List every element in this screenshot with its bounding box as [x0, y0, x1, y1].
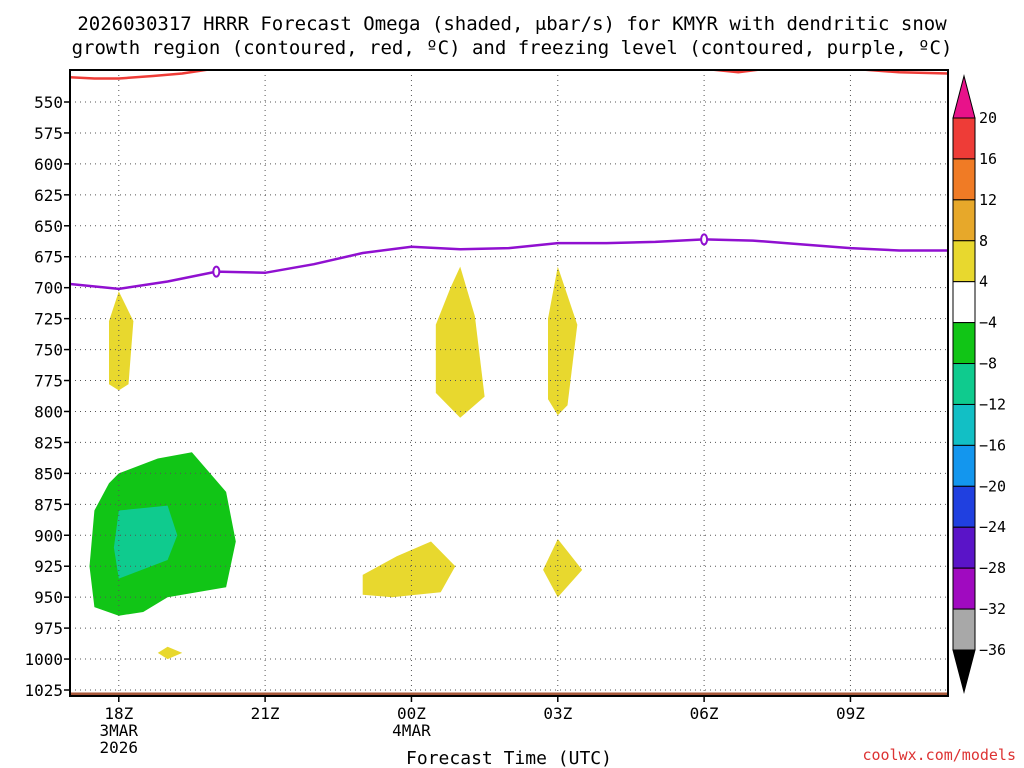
colorbar-label-11: −28 — [979, 559, 1006, 577]
colorbar-label-0: 20 — [979, 109, 997, 127]
colorbar-box-9 — [952, 485, 976, 528]
ytick-label-600: 600 — [34, 155, 63, 174]
colorbar-label-7: −12 — [979, 395, 1006, 413]
ytick-label-975: 975 — [34, 619, 63, 638]
ytick-label-875: 875 — [34, 495, 63, 514]
colorbar-box-10 — [952, 526, 976, 569]
ytick-label-775: 775 — [34, 372, 63, 391]
colorbar-box-8 — [952, 444, 976, 487]
ytick-label-625: 625 — [34, 186, 63, 205]
contours — [70, 66, 948, 291]
x-axis-label: Forecast Time (UTC) — [406, 748, 612, 768]
ytick-label-1025: 1025 — [24, 681, 63, 700]
grid — [70, 70, 948, 696]
shade-teal-core — [113, 505, 178, 579]
colorbar-box-6 — [952, 363, 976, 405]
omega-shading — [70, 266, 948, 696]
colorbar-top-triangle — [952, 74, 976, 119]
chart-title-line-2: growth region (contoured, red, ºC) and f… — [72, 37, 953, 59]
ytick-label-550: 550 — [34, 93, 63, 112]
colorbar-label-4: 4 — [979, 273, 988, 291]
colorbar-label-6: −8 — [979, 355, 997, 373]
colorbar-box-2 — [952, 199, 976, 242]
credit-label: coolwx.com/models — [862, 746, 1016, 764]
colorbar-label-3: 8 — [979, 232, 988, 250]
xtick-label-09Z: 09Z — [836, 704, 865, 723]
freezing-label-1 — [700, 233, 709, 246]
ytick-label-1000: 1000 — [24, 650, 63, 669]
shade-yellow-b — [435, 266, 485, 418]
ytick-label-700: 700 — [34, 279, 63, 298]
contour-freezing-right-tail — [704, 66, 709, 69]
xtick-sub2-18Z: 2026 — [100, 738, 139, 757]
ytick-label-575: 575 — [34, 124, 63, 143]
ytick-label-950: 950 — [34, 588, 63, 607]
colorbar-box-3 — [952, 240, 976, 283]
xtick-label-18Z: 18Z — [104, 704, 133, 723]
colorbar-label-9: −20 — [979, 477, 1006, 495]
contour-freezing-level — [70, 238, 948, 291]
ytick-label-850: 850 — [34, 464, 63, 483]
colorbar-label-12: −32 — [979, 600, 1006, 618]
terrain-fill — [70, 692, 948, 696]
colorbar-box-0 — [952, 117, 976, 160]
shade-yellow-c — [548, 266, 578, 416]
shade-yellow-f — [157, 646, 183, 660]
ytick-label-800: 800 — [34, 402, 63, 421]
xtick-label-03Z: 03Z — [543, 704, 572, 723]
ytick-label-900: 900 — [34, 526, 63, 545]
freezing-label-0 — [212, 265, 221, 278]
colorbar-box-5 — [952, 322, 976, 365]
colorbar-label-13: −36 — [979, 641, 1006, 659]
colorbar-box-7 — [952, 403, 976, 446]
ytick-label-750: 750 — [34, 341, 63, 360]
colorbar-label-8: −16 — [979, 436, 1006, 454]
ytick-label-925: 925 — [34, 557, 63, 576]
colorbar-box-1 — [952, 158, 976, 201]
contour-dendritic-left — [70, 70, 214, 80]
colorbar-bottom-triangle — [952, 649, 976, 694]
colorbar-box-4 — [952, 281, 976, 324]
ytick-label-675: 675 — [34, 248, 63, 267]
xtick-sub1-18Z: 3MAR — [100, 721, 139, 740]
colorbar: 20 16 12 8 4 −4 −8 −12 −16 −20 −24 −28 −32 −36 — [952, 74, 1006, 694]
colorbar-label-10: −24 — [979, 518, 1006, 536]
shade-yellow-d — [362, 541, 456, 598]
colorbar-box-12 — [952, 608, 976, 651]
plot-frame — [69, 69, 949, 697]
xtick-label-06Z: 06Z — [690, 704, 719, 723]
colorbar-label-5: −4 — [979, 314, 997, 332]
chart-title-line-1: 2026030317 HRRR Forecast Omega (shaded, … — [77, 13, 947, 35]
ytick-label-725: 725 — [34, 310, 63, 329]
shade-yellow-e — [543, 539, 583, 598]
ytick-label-650: 650 — [34, 217, 63, 236]
xtick-label-21Z: 21Z — [251, 704, 280, 723]
shade-yellow-a — [109, 291, 134, 391]
ytick-label-825: 825 — [34, 433, 63, 452]
colorbar-label-2: 12 — [979, 191, 997, 209]
colorbar-box-11 — [952, 567, 976, 610]
colorbar-label-1: 16 — [979, 150, 997, 168]
y-axis: 550 575 600 625 650 675 700 725 750 775 800 825 850 8… — [24, 93, 70, 700]
xtick-label-00Z: 00Z — [397, 704, 426, 723]
xtick-sub1-00Z: 4MAR — [392, 721, 431, 740]
